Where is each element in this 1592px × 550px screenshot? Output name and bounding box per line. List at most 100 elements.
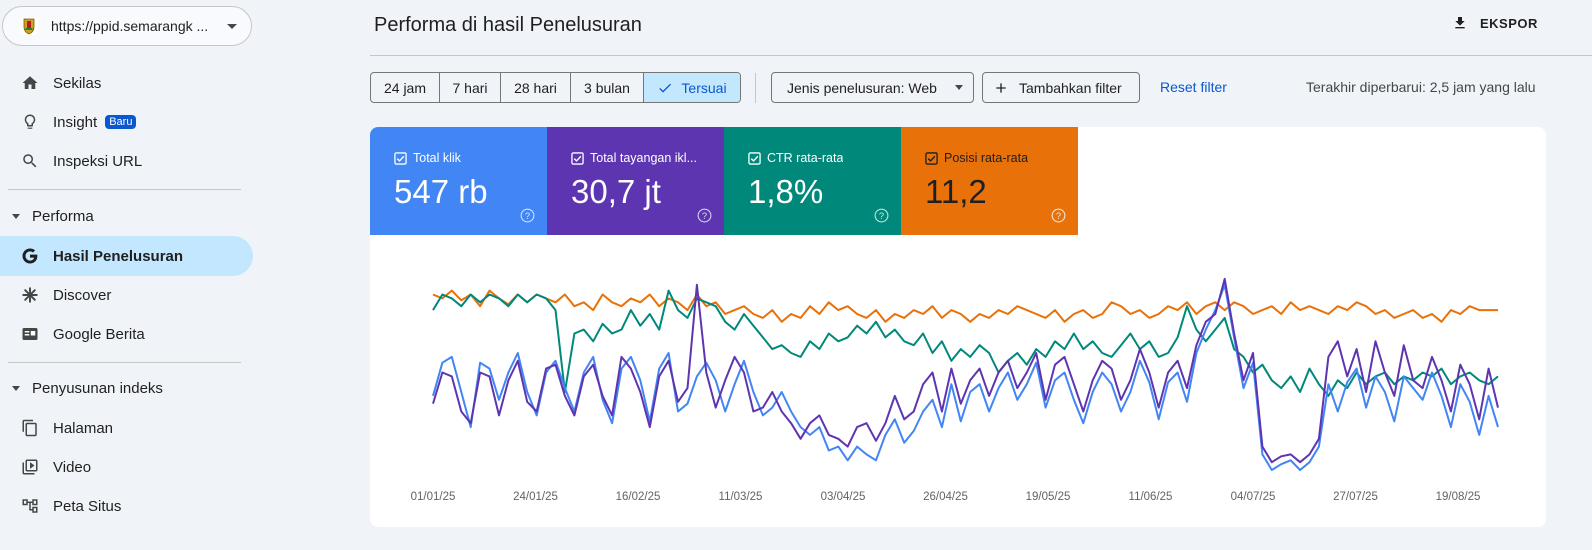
range-label: 28 hari xyxy=(514,79,557,96)
metric-value: 30,7 jt xyxy=(571,173,661,210)
help-icon[interactable]: ? xyxy=(874,208,889,223)
sidebar-item-label: Hasil Penelusuran xyxy=(53,247,184,265)
sitemap-icon xyxy=(20,496,40,516)
sidebar-item-label: Inspeksi URL xyxy=(53,152,143,170)
sidebar-item-video[interactable]: Video xyxy=(0,447,253,487)
x-tick-label: 04/07/25 xyxy=(1231,491,1276,503)
sidebar-item-label: Discover xyxy=(53,286,112,304)
caret-down-icon xyxy=(12,213,20,219)
section-penyusunan-indeks[interactable]: Penyusunan indeks xyxy=(0,368,253,408)
property-selector[interactable]: https://ppid.semarangk ... xyxy=(2,6,252,46)
sidebar-item-peta-situs[interactable]: Peta Situs xyxy=(0,486,253,526)
range-28-hari[interactable]: 28 hari xyxy=(501,73,571,102)
search-type-dropdown[interactable]: Jenis penelusuran: Web xyxy=(771,72,974,103)
sidebar-item-label: Video xyxy=(53,458,92,476)
x-axis-ticks: 01/01/25 24/01/25 16/02/25 11/03/25 03/04/25… xyxy=(411,491,1481,503)
range-label: 7 hari xyxy=(452,79,488,96)
sidebar-item-label: Sekilas xyxy=(53,74,102,92)
x-tick-label: 24/01/25 xyxy=(513,491,558,503)
sidebar-item-label: Google Berita xyxy=(53,325,145,343)
range-24-jam[interactable]: 24 jam xyxy=(371,73,440,102)
reset-filter-link[interactable]: Reset filter xyxy=(1160,79,1227,95)
google-g-icon xyxy=(20,246,40,266)
metric-label: Posisi rata-rata xyxy=(944,151,1029,165)
sidebar-item-google-berita[interactable]: Google Berita xyxy=(0,314,253,354)
video-icon xyxy=(20,457,40,477)
x-tick-label: 11/03/25 xyxy=(719,491,763,503)
sidebar-divider xyxy=(8,189,241,190)
checkbox-checked-icon[interactable] xyxy=(925,151,938,165)
search-icon xyxy=(20,151,40,171)
x-tick-label: 16/02/25 xyxy=(616,491,661,503)
series-line-total-klik[interactable] xyxy=(432,283,1499,471)
metric-value: 11,2 xyxy=(925,173,987,210)
lightbulb-icon xyxy=(20,112,40,132)
sidebar-item-discover[interactable]: Discover xyxy=(0,275,253,315)
sidebar-item-inspeksi-url[interactable]: Inspeksi URL xyxy=(0,141,253,181)
metric-value: 547 rb xyxy=(394,173,488,210)
x-tick-label: 27/07/25 xyxy=(1333,491,1378,503)
performance-line-chart[interactable]: 01/01/25 24/01/25 16/02/25 11/03/25 03/04/25… xyxy=(370,235,1546,527)
help-icon[interactable]: ? xyxy=(1051,208,1066,223)
add-filter-label: Tambahkan filter xyxy=(1019,79,1122,96)
series-line-total-tayangan-iklan[interactable] xyxy=(432,277,1499,464)
svg-text:?: ? xyxy=(525,211,530,221)
news-icon xyxy=(20,324,40,344)
sidebar-item-hasil-penelusuran[interactable]: Hasil Penelusuran xyxy=(0,236,253,276)
filter-separator xyxy=(755,73,756,103)
export-button[interactable]: EKSPOR xyxy=(1452,14,1538,32)
x-tick-label: 26/04/25 xyxy=(923,491,968,503)
help-icon[interactable]: ? xyxy=(697,208,712,223)
sidebar: https://ppid.semarangk ... Sekilas Insig… xyxy=(0,0,262,550)
series-layer xyxy=(432,277,1499,471)
checkbox-checked-icon[interactable] xyxy=(748,151,761,165)
metric-posisi[interactable]: Posisi rata-rata 11,2 ? xyxy=(901,127,1078,235)
x-tick-label: 11/06/25 xyxy=(1129,491,1173,503)
property-logo-icon xyxy=(20,17,38,35)
sidebar-item-label: Halaman xyxy=(53,419,114,437)
section-performa[interactable]: Performa xyxy=(0,196,253,236)
sidebar-item-sekilas[interactable]: Sekilas xyxy=(0,63,253,103)
checkbox-checked-icon[interactable] xyxy=(394,151,407,165)
x-tick-label: 19/05/25 xyxy=(1026,491,1071,503)
header-divider xyxy=(370,55,1592,56)
plus-icon xyxy=(996,82,1006,93)
metric-total-tayangan[interactable]: Total tayangan ikl... 30,7 jt ? xyxy=(547,127,724,235)
series-line-posisi-rata-rata[interactable] xyxy=(432,289,1498,323)
performance-card: Total klik 547 rb ? Total tayangan ikl..… xyxy=(370,127,1546,527)
metric-label: Total tayangan ikl... xyxy=(590,151,698,165)
svg-text:?: ? xyxy=(1056,211,1061,221)
range-tersuai[interactable]: Tersuai xyxy=(644,73,740,102)
property-url: https://ppid.semarangk ... xyxy=(51,18,209,34)
export-label: EKSPOR xyxy=(1480,15,1538,31)
search-type-label: Jenis penelusuran: Web xyxy=(787,79,937,96)
caret-down-icon xyxy=(955,85,963,90)
sidebar-item-label: Peta Situs xyxy=(53,497,122,515)
sidebar-item-label: Insight xyxy=(53,113,98,131)
svg-text:?: ? xyxy=(702,211,707,221)
pages-icon xyxy=(20,418,40,438)
metric-value: 1,8% xyxy=(748,173,824,210)
range-label: Tersuai xyxy=(681,79,727,96)
series-line-ctr-rata-rata[interactable] xyxy=(432,289,1499,397)
check-icon xyxy=(659,83,672,93)
download-icon xyxy=(1455,17,1465,29)
checkbox-checked-icon[interactable] xyxy=(571,151,584,165)
metric-total-klik[interactable]: Total klik 547 rb ? xyxy=(370,127,547,235)
home-icon xyxy=(20,73,40,93)
range-7-hari[interactable]: 7 hari xyxy=(440,73,501,102)
range-3-bulan[interactable]: 3 bulan xyxy=(571,73,644,102)
range-label: 3 bulan xyxy=(584,79,630,96)
metric-ctr[interactable]: CTR rata-rata 1,8% ? xyxy=(724,127,901,235)
date-range-selector: 24 jam 7 hari 28 hari 3 bulan Tersuai xyxy=(370,72,741,103)
svg-text:?: ? xyxy=(879,211,884,221)
sidebar-item-insight[interactable]: Insight Baru xyxy=(0,102,253,142)
chevron-down-icon xyxy=(227,23,237,29)
sidebar-item-halaman[interactable]: Halaman xyxy=(0,408,253,448)
help-icon[interactable]: ? xyxy=(520,208,535,223)
range-label: 24 jam xyxy=(383,79,427,96)
add-filter-button[interactable]: Tambahkan filter xyxy=(982,72,1140,103)
page-title: Performa di hasil Penelusuran xyxy=(374,14,642,36)
x-tick-label: 03/04/25 xyxy=(821,491,866,503)
metric-label: CTR rata-rata xyxy=(767,151,844,165)
